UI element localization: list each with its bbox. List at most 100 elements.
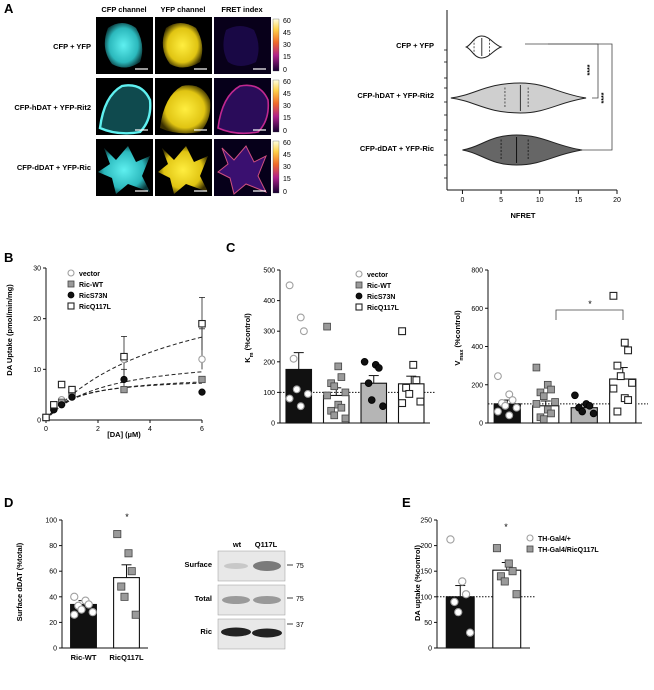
e-legend-marker (526, 534, 534, 542)
c-vmax-y-tick-label: 600 (471, 306, 483, 313)
colorbar-row1 (272, 18, 280, 72)
blot-band (224, 563, 248, 569)
c-km-data-point (364, 379, 373, 388)
panel-d-western-blot: wt Q117L Surface Total Ric 75 75 37 (184, 540, 304, 650)
panel-c-km-chart: Km (%control) 0 100 200 300 400 500 vector Ric-… (243, 268, 436, 428)
c-vmax-data-point (501, 401, 510, 410)
blot-band (221, 627, 251, 637)
c-legend-label: RicS73N (367, 294, 395, 301)
b-y-tick-label: 20 (33, 316, 41, 323)
c-legend-label: RicQ117L (367, 305, 400, 312)
d-y-tick-label: 100 (45, 518, 57, 525)
e-legend-label: TH-Gal4/+ (538, 536, 571, 543)
b-x-tick-label: 4 (148, 426, 152, 433)
scale-bars (135, 68, 266, 192)
d-data-point (70, 592, 79, 601)
d-data-point (88, 608, 97, 617)
e-data-point (461, 590, 471, 599)
e-y-tick-label: 100 (420, 594, 432, 601)
violin-shape (450, 82, 587, 114)
e-data-point (465, 628, 475, 637)
mw-marker: 37 (296, 622, 304, 629)
panel-letter-b: B (4, 250, 13, 265)
e-sig-label: * (504, 522, 508, 532)
d-data-point (131, 610, 140, 619)
c-vmax-data-point (508, 396, 517, 404)
e-y-tick-label: 50 (424, 620, 432, 627)
c-vmax-data-point (589, 409, 598, 418)
violin-cat-label: CFP-hDAT + YFP-Rit2 (357, 91, 434, 100)
c-vmax-ylabel: Vmax (%control) (453, 310, 465, 366)
blot-row-total: Total (195, 594, 212, 603)
cbar-tick: 45 (283, 30, 291, 37)
c-vmax-data-point (547, 385, 555, 394)
c-vmax-sig-label: * (588, 299, 592, 309)
c-vmax-data-point (493, 407, 502, 416)
c-km-data-point (405, 389, 414, 398)
c-km-y-tick-label: 300 (263, 329, 275, 336)
d-x-tick-label: RicQ117L (109, 653, 144, 662)
c-km-data-point (330, 411, 339, 420)
c-km-data-point (334, 362, 343, 371)
violin-sig-label: **** (587, 64, 594, 75)
c-legend-marker (355, 292, 363, 300)
panel-e-bar-chart: DA uptake (%control) 0 50 100 150 200 250 * TH-… (413, 518, 599, 653)
c-km-ylabel: Km (%control) (243, 313, 255, 363)
b-xlabel: [DA] (µM) (107, 430, 141, 439)
c-km-data-point (375, 364, 383, 372)
c-km-data-point (337, 373, 346, 381)
violin-sig-label: **** (601, 92, 608, 103)
c-vmax-data-point (512, 403, 521, 412)
violin-x-tick-label: 0 (461, 197, 465, 204)
cell-yfp-row2 (160, 85, 211, 134)
d-data-point (124, 549, 133, 558)
violin-x-tick-label: 20 (613, 197, 621, 204)
c-km-data-point (296, 313, 305, 322)
cbar-tick: 30 (283, 164, 291, 171)
c-vmax-data-point (609, 384, 618, 393)
b-y-tick-label: 10 (33, 367, 41, 374)
c-km-data-point (299, 327, 308, 336)
cell-fret-row2 (217, 84, 270, 135)
col-header-fret: FRET index (221, 5, 263, 14)
c-km-data-point (303, 389, 312, 398)
panel-a-violin-chart: CFP + YFP CFP-hDAT + YFP-Rit2 CFP-dDAT +… (357, 10, 621, 220)
c-vmax-data-point (539, 415, 548, 423)
b-point-RicS73N (198, 388, 206, 396)
e-y-tick-label: 200 (420, 543, 432, 550)
c-km-data-point (337, 403, 346, 412)
cbar-tick: 60 (283, 79, 291, 86)
c-vmax-data-point (624, 346, 633, 355)
cell-cfp-row1 (104, 23, 143, 68)
b-point-RicQ117L (198, 319, 206, 328)
panel-c-vmax-chart: Vmax (%control) 0 200 400 600 800 * (453, 268, 648, 428)
b-x-tick-label: 2 (96, 426, 100, 433)
b-point-RicS73N (68, 393, 76, 401)
d-y-tick-label: 20 (49, 620, 57, 627)
c-km-y-tick-label: 200 (263, 359, 275, 366)
b-legend-marker (67, 280, 75, 288)
cell-fret-row1 (223, 26, 259, 66)
cell-cfp-row3 (98, 146, 150, 194)
c-km-data-point (367, 396, 376, 404)
b-point-RicQ117L (68, 385, 76, 394)
cbar-tick: 45 (283, 152, 291, 159)
c-vmax-data-point (551, 398, 559, 406)
panel-a-microscopy: CFP channel YFP channel FRET index CFP +… (14, 5, 291, 196)
cbar-tick: 30 (283, 103, 291, 110)
e-data-point (446, 535, 455, 544)
c-km-data-point (296, 402, 305, 411)
c-vmax-y-tick-label: 400 (471, 344, 483, 351)
panel-letter-a: A (4, 1, 14, 16)
blot-lane-q117l: Q117L (255, 540, 278, 549)
c-km-y-tick-label: 500 (263, 268, 275, 275)
panel-letter-e: E (402, 495, 411, 510)
cbar-tick: 60 (283, 140, 291, 147)
c-legend-label: Ric-WT (367, 283, 392, 290)
colorbar-ticks-row3: 60 45 30 15 0 (283, 140, 291, 196)
d-y-tick-label: 60 (49, 569, 57, 576)
cell-yfp-row1 (162, 23, 203, 68)
panel-b-chart: DA Uptake (pmol/min/mg) [DA] (µM) 010203… (5, 266, 206, 439)
c-legend-marker (355, 303, 363, 311)
d-ylabel: Surface dDAT (%total) (15, 542, 24, 621)
